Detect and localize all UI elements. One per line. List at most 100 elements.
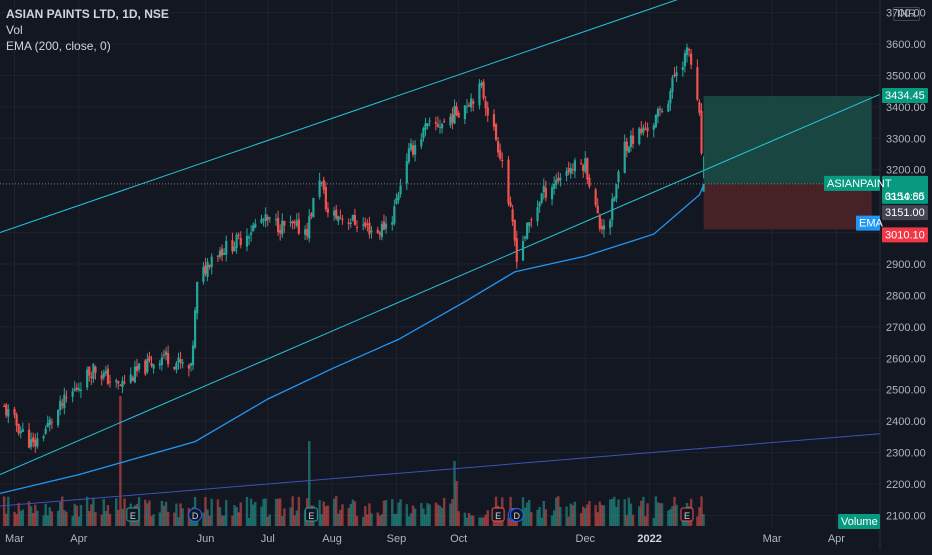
position-zones[interactable] — [0, 96, 880, 230]
event-marker-label: E — [308, 511, 314, 521]
volume-bar — [164, 501, 168, 526]
candle-body — [553, 183, 556, 189]
volume-bar — [225, 500, 228, 526]
candle-body — [42, 436, 45, 439]
candle-body — [46, 422, 49, 428]
candle-body — [179, 359, 182, 363]
volume-bar — [602, 505, 606, 526]
volume-bar — [283, 508, 286, 526]
volume-bar — [322, 501, 325, 526]
volume-bar — [627, 497, 631, 526]
candle-body — [588, 177, 591, 187]
candle-body — [121, 380, 124, 388]
volume-bar — [669, 509, 672, 526]
volume-bar — [451, 499, 454, 526]
candle-body — [281, 220, 284, 235]
volume-bar — [652, 517, 655, 526]
symbol-title[interactable]: ASIAN PAINTS LTD, 1D, NSE — [6, 7, 169, 21]
candle-body — [308, 216, 311, 239]
volume-bar — [382, 500, 386, 526]
candle-body — [438, 126, 442, 128]
volume-bar — [617, 499, 620, 526]
volume-bar — [409, 513, 413, 526]
volume-bar — [538, 507, 541, 526]
volume-bar — [640, 500, 643, 526]
volume-legend[interactable]: Vol — [6, 23, 23, 37]
candle-body — [391, 222, 394, 225]
volume-bar — [21, 509, 25, 526]
volume-bar — [393, 513, 396, 526]
earnings-marker — [680, 507, 694, 522]
ema-legend[interactable]: EMA (200, close, 0) — [6, 39, 111, 53]
candle-body — [231, 240, 234, 252]
volume-bar — [276, 498, 280, 526]
volume-bar — [32, 513, 35, 526]
volume-bar — [293, 515, 296, 526]
volume-bar — [582, 506, 585, 526]
candle-body — [175, 363, 178, 370]
candle-body — [675, 72, 678, 77]
candle-body — [152, 364, 155, 369]
candle-body — [638, 128, 641, 145]
candle-body — [542, 185, 545, 192]
trendlines[interactable] — [0, 0, 881, 507]
volume-bar — [525, 502, 529, 526]
x-tick-label: Aug — [322, 533, 342, 545]
volume-bar — [588, 500, 591, 526]
candle-body — [337, 216, 340, 222]
candle-body — [669, 91, 672, 104]
volume-bar — [48, 507, 52, 526]
volume-bar — [71, 515, 74, 526]
volume-bar — [332, 498, 336, 526]
candle-body — [690, 53, 693, 65]
candle-body — [353, 214, 357, 225]
volume-bar — [469, 515, 473, 526]
candle-body — [274, 219, 278, 221]
volume-bar — [44, 503, 47, 526]
volume-bar — [150, 515, 153, 526]
currency-label[interactable]: INR — [893, 7, 920, 21]
candle-body — [509, 202, 512, 207]
volume-bar — [675, 504, 678, 526]
candle-body — [202, 267, 205, 282]
ema-value-tag: 3151.00 — [885, 207, 925, 219]
event-marker-label: E — [684, 511, 690, 521]
candle-body — [584, 158, 587, 172]
candle-body — [90, 376, 93, 378]
candle-body — [303, 229, 307, 235]
volume-bar — [426, 503, 429, 526]
candle-body — [405, 161, 408, 184]
volume-bar — [218, 507, 222, 526]
candle-body — [673, 74, 676, 77]
volume-bar — [453, 461, 456, 526]
candle-body — [486, 107, 489, 116]
candle-body — [189, 363, 193, 366]
volume-bar — [247, 517, 251, 526]
volume-bar — [208, 515, 211, 526]
candle-body — [333, 210, 336, 216]
x-tick-label: Apr — [828, 533, 845, 545]
volume-bar — [179, 503, 182, 526]
ema-polyline — [0, 184, 705, 495]
channel-line — [0, 93, 881, 476]
candle-body — [245, 235, 249, 247]
volume-bar — [173, 512, 176, 526]
candle-body — [225, 240, 228, 255]
volume-bar — [673, 496, 676, 526]
x-tick-label: Dec — [576, 533, 596, 545]
candle-body — [104, 370, 107, 374]
candle-body — [30, 439, 33, 447]
candle-body — [262, 219, 265, 221]
volume-bar — [121, 508, 124, 526]
volume-bar — [61, 496, 64, 526]
candle-body — [397, 194, 400, 200]
volume-bar — [104, 511, 108, 526]
volume-bar — [407, 516, 411, 526]
volume-bar — [467, 513, 471, 526]
y-tick-label: 3500.00 — [886, 70, 926, 82]
volume-bar — [542, 500, 545, 526]
volume-bar — [160, 501, 164, 526]
